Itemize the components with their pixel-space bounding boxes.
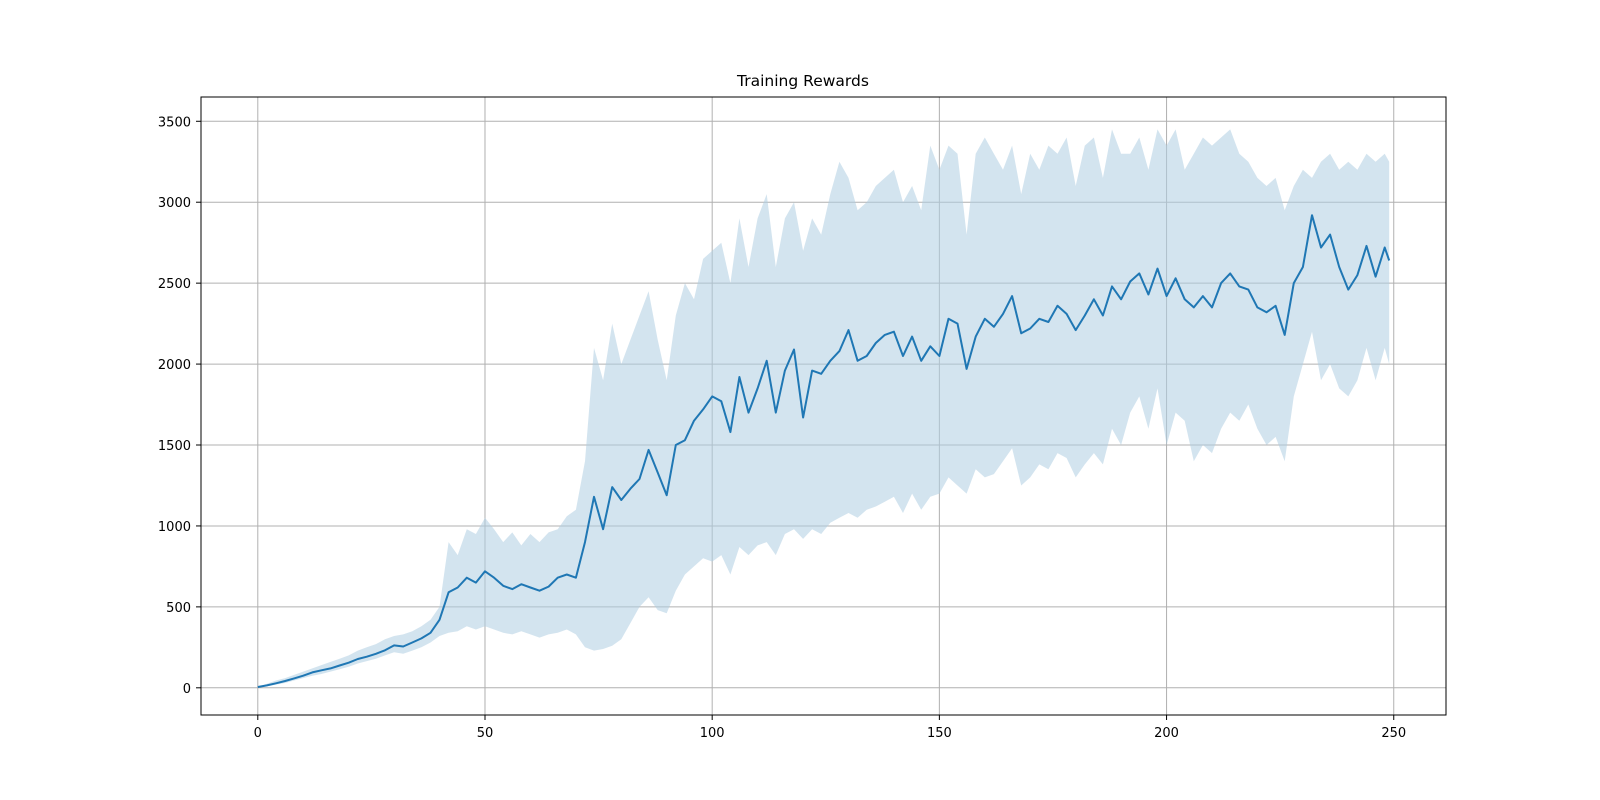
y-tick-label: 3500 xyxy=(158,115,191,130)
x-tick-label: 150 xyxy=(927,726,952,741)
y-tick-label: 2000 xyxy=(158,358,191,373)
series-line-group xyxy=(257,214,1391,688)
y-tick-label: 1500 xyxy=(158,439,191,454)
y-tick-label: 0 xyxy=(183,682,191,697)
x-tick-label: 200 xyxy=(1154,726,1179,741)
x-tick-label: 250 xyxy=(1381,726,1406,741)
axes-frame xyxy=(200,96,1447,716)
x-tick-label: 50 xyxy=(477,726,494,741)
y-tick-label: 2500 xyxy=(158,277,191,292)
x-tick-label: 100 xyxy=(700,726,725,741)
chart-title: Training Rewards xyxy=(736,72,869,90)
y-tick-label: 1000 xyxy=(158,520,191,535)
std-band-area xyxy=(257,129,1390,687)
series-line xyxy=(257,214,1391,688)
y-tick-label: 3000 xyxy=(158,196,191,211)
std-band xyxy=(257,129,1390,687)
x-tick-label: 0 xyxy=(254,726,262,741)
axes: 0 50 100 150 200 2500500100015002000250030003… xyxy=(158,96,1447,741)
y-tick-label: 500 xyxy=(166,601,191,616)
